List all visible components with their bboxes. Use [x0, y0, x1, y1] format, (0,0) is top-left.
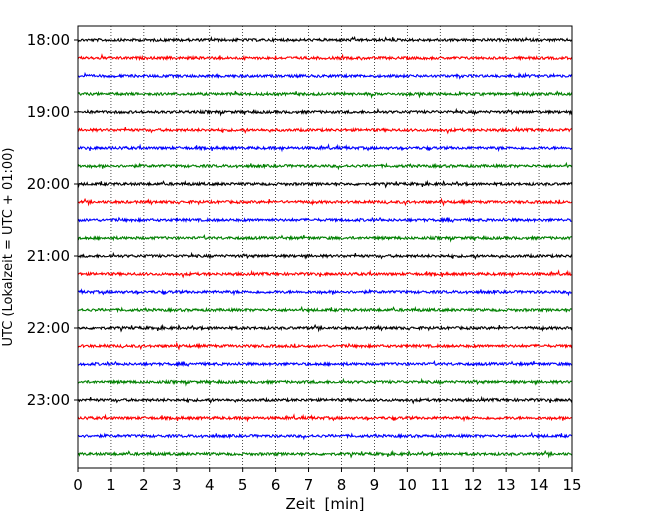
trace-line: [77, 251, 573, 260]
x-tick-label: 8: [337, 476, 347, 494]
trace-line: [77, 234, 573, 243]
x-tick-label: 1: [106, 476, 116, 494]
x-ticks: 0 1 2 3 4 5 6 7 8 9 10 11 12 13 14 15: [73, 468, 582, 494]
traces: [77, 35, 573, 459]
x-tick-label: 9: [370, 476, 380, 494]
x-tick-label: 0: [73, 476, 83, 494]
trace-line: [77, 395, 573, 405]
plot-frame: [77, 25, 573, 469]
x-tick-label: 13: [497, 476, 516, 494]
plot-background: [78, 26, 572, 468]
x-tick-label: 4: [205, 476, 215, 494]
x-tick-label: 11: [431, 476, 450, 494]
y-tick-label: 23:00: [27, 391, 70, 409]
trace-line: [77, 377, 573, 387]
x-tick-label: 3: [172, 476, 182, 494]
trace-line: [77, 269, 573, 279]
trace-line: [77, 431, 573, 441]
trace-line: [77, 107, 573, 117]
trace-line: [77, 53, 573, 62]
y-tick-label: 19:00: [27, 103, 70, 121]
trace-line: [77, 305, 573, 314]
trace-line: [77, 413, 573, 423]
trace-line: [77, 179, 573, 189]
x-tick-label: 15: [562, 476, 581, 494]
trace-line: [77, 90, 573, 99]
trace-line: [77, 341, 573, 351]
y-tick-label: 21:00: [27, 247, 70, 265]
trace-line: [77, 449, 573, 459]
trace-line: [77, 161, 573, 171]
y-tick-label: 20:00: [27, 175, 70, 193]
x-tick-label: 5: [238, 476, 248, 494]
x-tick-label: 14: [530, 476, 549, 494]
y-tick-label: 22:00: [27, 319, 70, 337]
y-axis-label: UTC (Lokalzeit = UTC + 01:00): [1, 148, 16, 347]
x-tick-label: 2: [139, 476, 149, 494]
x-tick-label: 7: [304, 476, 314, 494]
trace-line: [77, 197, 573, 207]
x-tick-label: 10: [398, 476, 417, 494]
x-tick-label: 6: [271, 476, 281, 494]
x-tick-label: 12: [464, 476, 483, 494]
trace-line: [77, 288, 573, 297]
y-ticks: 18:00 19:00 20:00 21:00 22:00 23:00: [27, 31, 78, 409]
trace-line: [77, 216, 572, 224]
trace-line: [77, 360, 573, 368]
trace-line: [77, 71, 573, 80]
trace-line: [77, 323, 573, 333]
trace-line: [77, 125, 573, 135]
trace-line: [77, 35, 573, 44]
x-axis-label: Zeit [min]: [285, 495, 364, 513]
trace-line: [77, 143, 573, 153]
y-tick-label: 18:00: [27, 31, 70, 49]
